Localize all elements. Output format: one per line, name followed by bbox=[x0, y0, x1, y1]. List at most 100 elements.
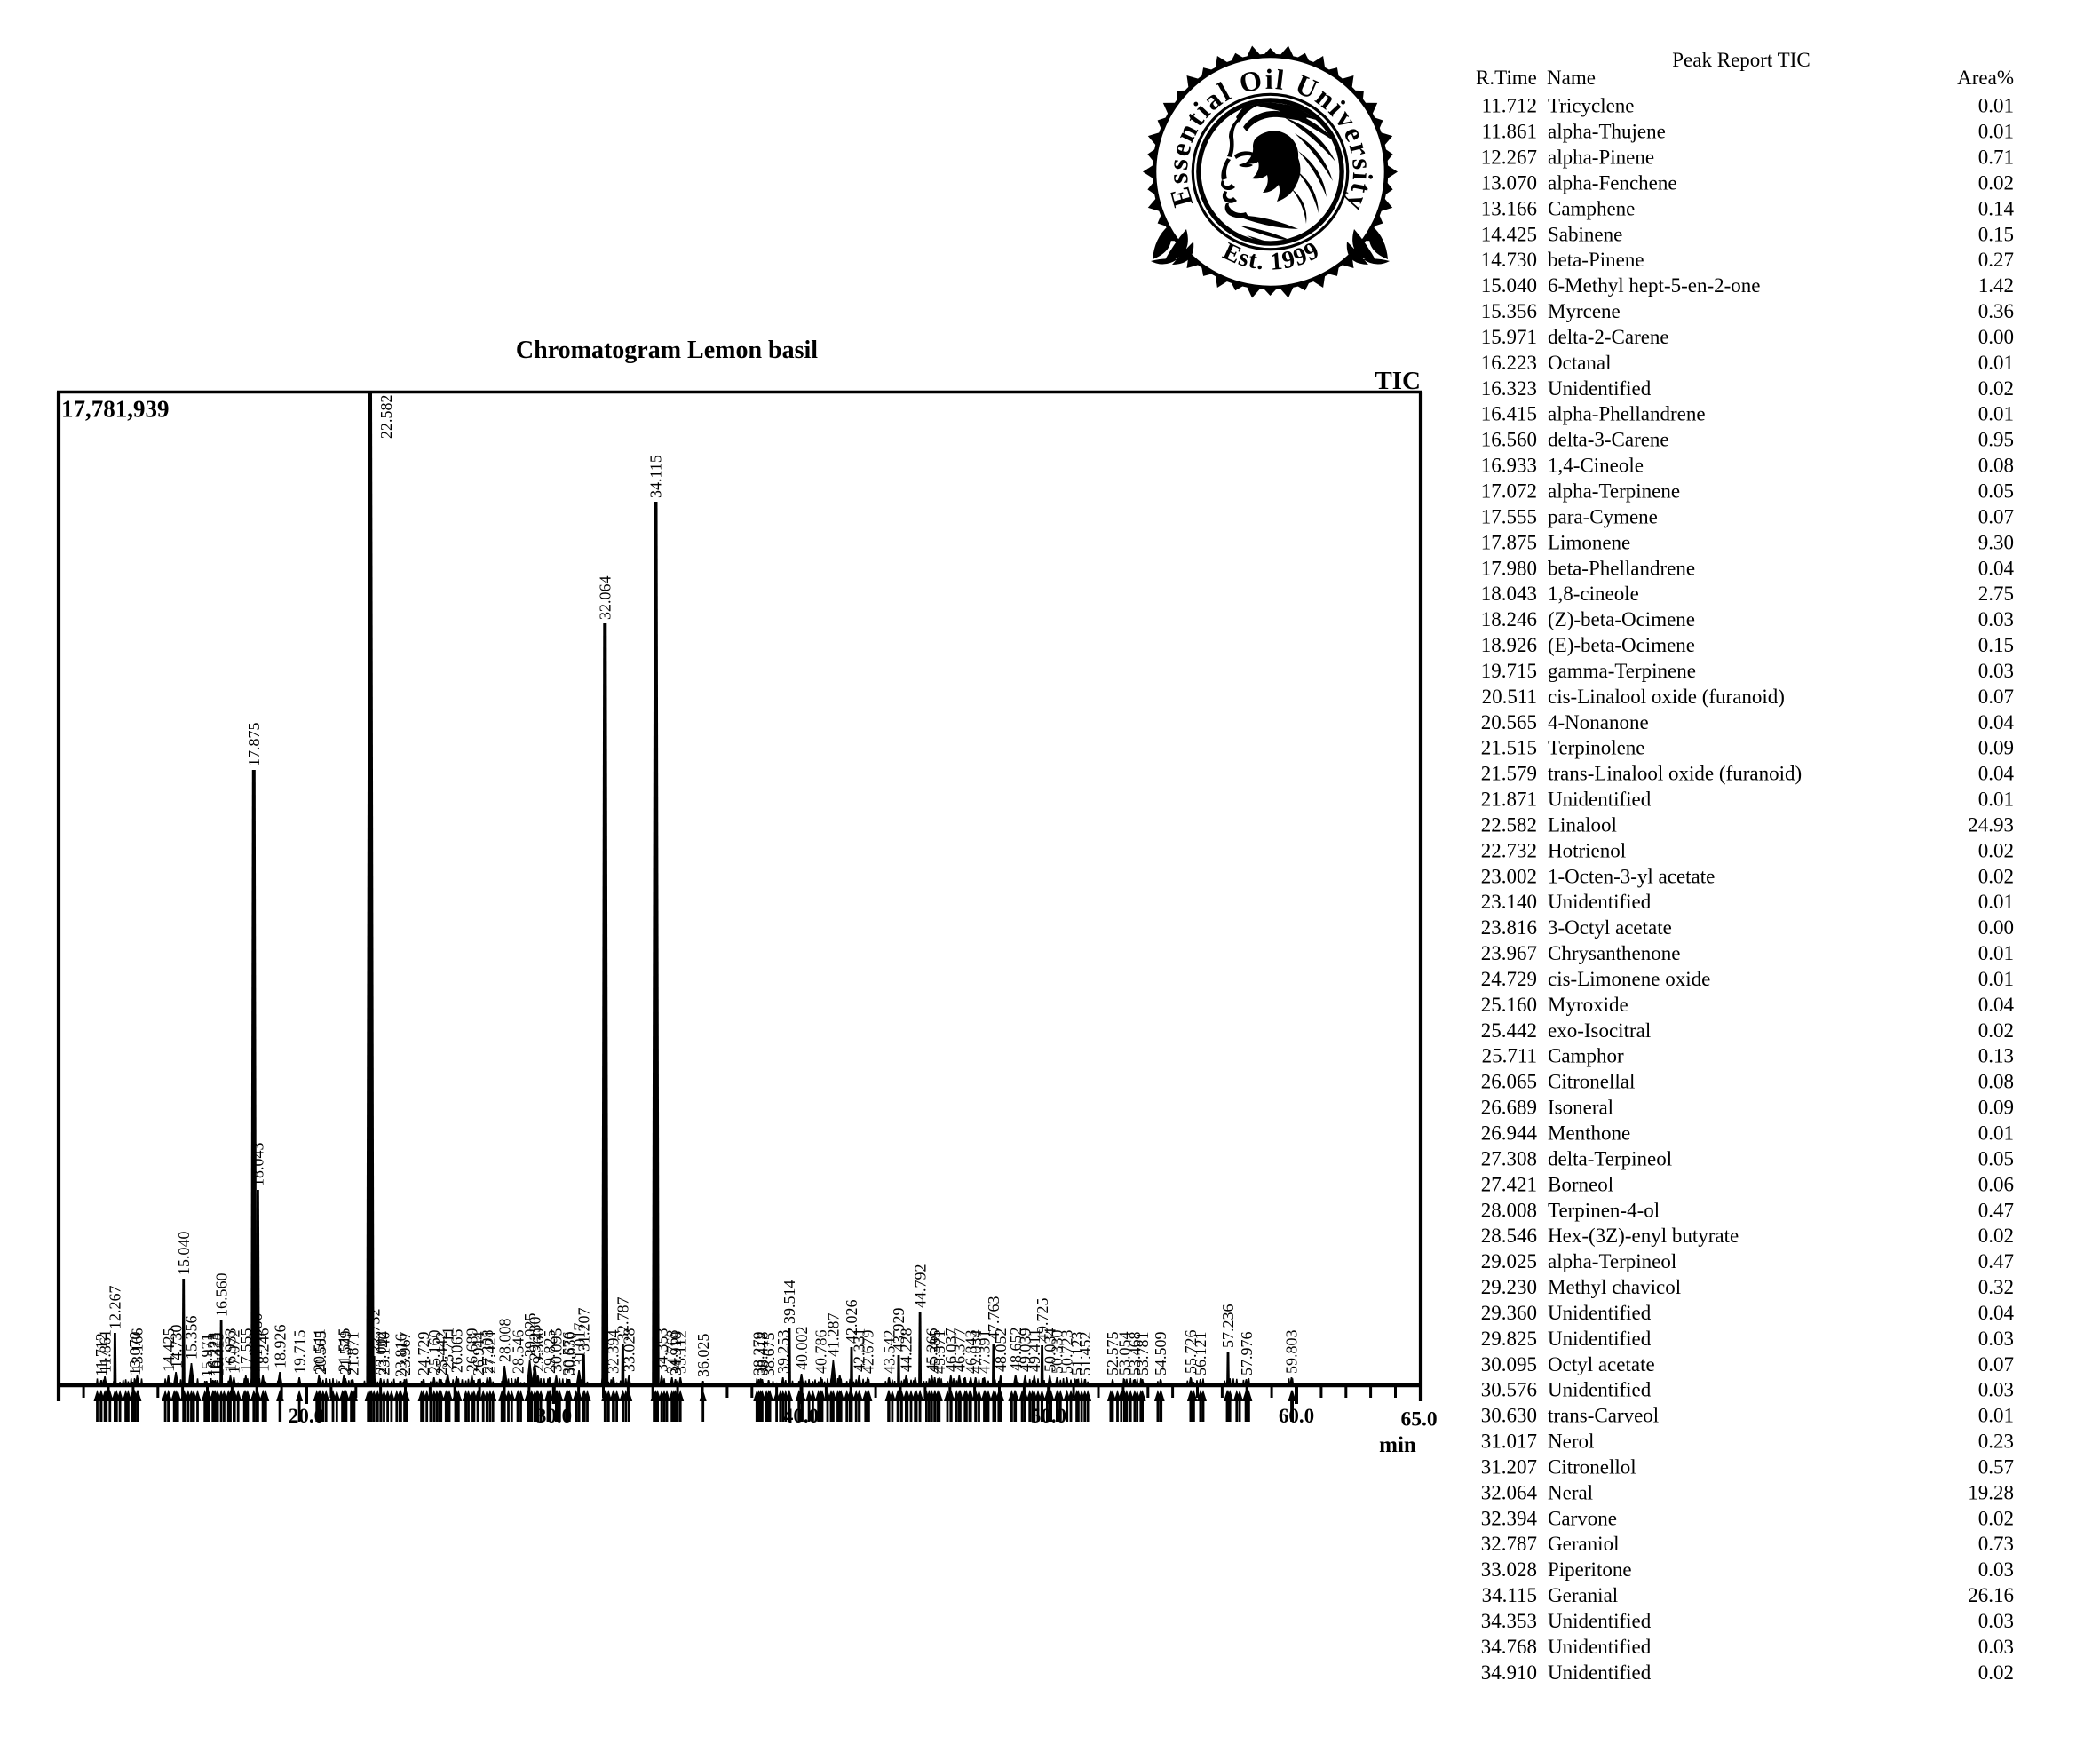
svg-text:Unidentified: Unidentified bbox=[1548, 1328, 1652, 1350]
svg-text:46.843: 46.843 bbox=[962, 1330, 979, 1375]
svg-text:57.976: 57.976 bbox=[1238, 1332, 1256, 1376]
svg-text:1-Octen-3-yl acetate: 1-Octen-3-yl acetate bbox=[1548, 865, 1715, 887]
svg-text:4-Nonanone: 4-Nonanone bbox=[1548, 711, 1649, 733]
svg-text:0.01: 0.01 bbox=[1978, 1405, 2014, 1427]
svg-text:21.579: 21.579 bbox=[337, 1331, 354, 1375]
svg-text:0.36: 0.36 bbox=[1978, 300, 2014, 322]
svg-text:Peak Report TIC: Peak Report TIC bbox=[1672, 49, 1810, 71]
svg-text:beta-Pinene: beta-Pinene bbox=[1548, 249, 1644, 271]
svg-text:0.15: 0.15 bbox=[1978, 223, 2014, 245]
svg-text:13.166: 13.166 bbox=[129, 1328, 147, 1373]
svg-text:42.679: 42.679 bbox=[859, 1330, 876, 1375]
svg-text:31.207: 31.207 bbox=[1481, 1456, 1537, 1478]
svg-text:min: min bbox=[1379, 1433, 1416, 1457]
svg-text:27.421: 27.421 bbox=[481, 1330, 499, 1375]
svg-text:Linalool: Linalool bbox=[1548, 814, 1617, 836]
svg-text:0.02: 0.02 bbox=[1978, 1225, 2014, 1247]
svg-text:Geranial: Geranial bbox=[1548, 1584, 1618, 1606]
svg-text:11.861: 11.861 bbox=[1482, 121, 1537, 143]
svg-text:0.71: 0.71 bbox=[1978, 147, 2014, 169]
svg-text:Terpinen-4-ol: Terpinen-4-ol bbox=[1548, 1199, 1660, 1221]
svg-text:29.825: 29.825 bbox=[1481, 1328, 1537, 1350]
svg-text:(E)-beta-Ocimene: (E)-beta-Ocimene bbox=[1548, 634, 1695, 656]
svg-text:0.03: 0.03 bbox=[1978, 608, 2014, 630]
svg-text:34.353: 34.353 bbox=[653, 1328, 670, 1373]
svg-text:delta-Terpineol: delta-Terpineol bbox=[1548, 1147, 1672, 1169]
svg-text:27.308: 27.308 bbox=[1481, 1147, 1537, 1169]
svg-text:25.160: 25.160 bbox=[425, 1330, 443, 1375]
svg-text:33.028: 33.028 bbox=[620, 1328, 638, 1373]
svg-text:Unidentified: Unidentified bbox=[1548, 891, 1652, 913]
svg-text:23.816: 23.816 bbox=[392, 1334, 410, 1378]
svg-text:R.Time: R.Time bbox=[1476, 67, 1537, 89]
svg-text:44.792: 44.792 bbox=[911, 1264, 929, 1309]
svg-text:42.331: 42.331 bbox=[851, 1328, 868, 1373]
svg-text:14.730: 14.730 bbox=[167, 1325, 185, 1369]
svg-text:18.926: 18.926 bbox=[1481, 634, 1537, 656]
svg-text:0.23: 0.23 bbox=[1978, 1431, 2014, 1453]
svg-text:Unidentified: Unidentified bbox=[1548, 1302, 1652, 1324]
svg-text:0.73: 0.73 bbox=[1978, 1533, 2014, 1555]
svg-text:51.123: 51.123 bbox=[1068, 1332, 1086, 1376]
svg-text:26.689: 26.689 bbox=[1481, 1097, 1537, 1119]
svg-text:32.787: 32.787 bbox=[1481, 1533, 1537, 1555]
svg-text:38.675: 38.675 bbox=[760, 1333, 778, 1377]
svg-text:11.712: 11.712 bbox=[92, 1333, 110, 1376]
svg-text:0.00: 0.00 bbox=[1978, 326, 2014, 348]
svg-text:17.980: 17.980 bbox=[1481, 557, 1537, 579]
svg-text:0.13: 0.13 bbox=[1978, 1045, 2014, 1067]
svg-text:40.0: 40.0 bbox=[783, 1405, 819, 1427]
svg-text:23.816: 23.816 bbox=[1481, 916, 1537, 939]
svg-text:Sabinene: Sabinene bbox=[1548, 223, 1622, 245]
svg-text:0.03: 0.03 bbox=[1978, 1610, 2014, 1632]
svg-text:Methyl chavicol: Methyl chavicol bbox=[1548, 1276, 1681, 1298]
svg-text:12.267: 12.267 bbox=[107, 1286, 124, 1330]
svg-text:0.95: 0.95 bbox=[1978, 429, 2014, 451]
svg-text:40.002: 40.002 bbox=[793, 1327, 811, 1371]
svg-text:0.08: 0.08 bbox=[1978, 455, 2014, 477]
svg-text:49.411: 49.411 bbox=[1026, 1328, 1043, 1372]
svg-text:gamma-Terpinene: gamma-Terpinene bbox=[1548, 660, 1696, 682]
svg-text:34.910: 34.910 bbox=[1481, 1661, 1537, 1684]
svg-text:delta-3-Carene: delta-3-Carene bbox=[1548, 429, 1669, 451]
svg-text:alpha-Phellandrene: alpha-Phellandrene bbox=[1548, 403, 1706, 425]
svg-text:20.511: 20.511 bbox=[310, 1328, 328, 1372]
svg-text:0.07: 0.07 bbox=[1978, 505, 2014, 527]
svg-text:32.064: 32.064 bbox=[597, 576, 614, 621]
svg-text:0.01: 0.01 bbox=[1978, 352, 2014, 374]
svg-text:43.542: 43.542 bbox=[880, 1330, 898, 1375]
svg-text:45.571: 45.571 bbox=[931, 1330, 948, 1375]
svg-text:12.267: 12.267 bbox=[1481, 147, 1537, 169]
svg-text:0.27: 0.27 bbox=[1978, 249, 2014, 271]
svg-text:39.514: 39.514 bbox=[781, 1280, 798, 1325]
svg-text:50.723: 50.723 bbox=[1058, 1330, 1076, 1375]
svg-text:20.565: 20.565 bbox=[312, 1331, 329, 1375]
svg-text:exo-Isocitral: exo-Isocitral bbox=[1548, 1019, 1651, 1042]
svg-text:0.05: 0.05 bbox=[1978, 480, 2014, 503]
svg-text:15.040: 15.040 bbox=[1481, 274, 1537, 297]
svg-text:0.15: 0.15 bbox=[1978, 634, 2014, 656]
svg-text:1,8-cineole: 1,8-cineole bbox=[1548, 583, 1639, 605]
svg-text:29.230: 29.230 bbox=[527, 1317, 544, 1361]
svg-text:24.93: 24.93 bbox=[1968, 814, 2014, 836]
svg-text:0.03: 0.03 bbox=[1978, 1328, 2014, 1350]
svg-text:0.04: 0.04 bbox=[1978, 1302, 2015, 1324]
svg-text:18.043: 18.043 bbox=[1481, 583, 1537, 605]
svg-text:0.01: 0.01 bbox=[1978, 1122, 2014, 1145]
svg-text:23.140: 23.140 bbox=[376, 1332, 393, 1376]
svg-text:alpha-Terpinene: alpha-Terpinene bbox=[1548, 480, 1680, 503]
svg-text:Neral: Neral bbox=[1548, 1481, 1593, 1503]
svg-text:27.421: 27.421 bbox=[1481, 1173, 1537, 1195]
svg-text:alpha-Thujene: alpha-Thujene bbox=[1548, 121, 1666, 143]
svg-text:0.01: 0.01 bbox=[1978, 789, 2014, 811]
svg-text:43.929: 43.929 bbox=[890, 1308, 907, 1352]
svg-text:0.01: 0.01 bbox=[1978, 403, 2014, 425]
svg-text:50.0: 50.0 bbox=[1031, 1405, 1066, 1427]
svg-text:34.910: 34.910 bbox=[667, 1332, 685, 1376]
svg-text:30.576: 30.576 bbox=[559, 1332, 577, 1376]
svg-text:para-Cymene: para-Cymene bbox=[1548, 505, 1658, 527]
svg-text:32.394: 32.394 bbox=[605, 1330, 622, 1375]
svg-text:49.039: 49.039 bbox=[1017, 1328, 1034, 1373]
svg-text:0.03: 0.03 bbox=[1978, 1558, 2014, 1581]
svg-text:Chrysanthenone: Chrysanthenone bbox=[1548, 942, 1680, 964]
